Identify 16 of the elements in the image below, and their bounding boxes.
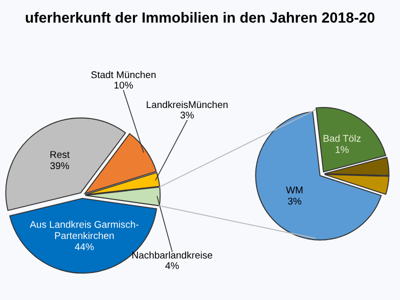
slice-label: Stadt München — [91, 71, 156, 78]
slice-label: Nachbarlandkreise — [132, 251, 212, 259]
slice-label: Bad Tölz — [324, 134, 361, 142]
data-label: 10% — [114, 82, 133, 89]
data-label: 44% — [74, 243, 94, 250]
slice-label: Rest — [50, 151, 70, 158]
data-label: 3% — [288, 198, 302, 205]
data-label: 1% — [336, 146, 349, 153]
slice-label: WM — [286, 186, 302, 194]
data-label: 39% — [50, 162, 70, 170]
pie-slice — [316, 107, 386, 172]
data-label: 4% — [165, 262, 179, 270]
chart-title: uferherkunft der Immobilien in den Jahren 2018-20 — [26, 12, 374, 23]
slice-label: LandkreisMünchen — [146, 100, 228, 108]
slice-label: Aus Landkreis Garmisch-Partenkirchen — [30, 220, 138, 240]
data-label: 3% — [180, 112, 194, 119]
